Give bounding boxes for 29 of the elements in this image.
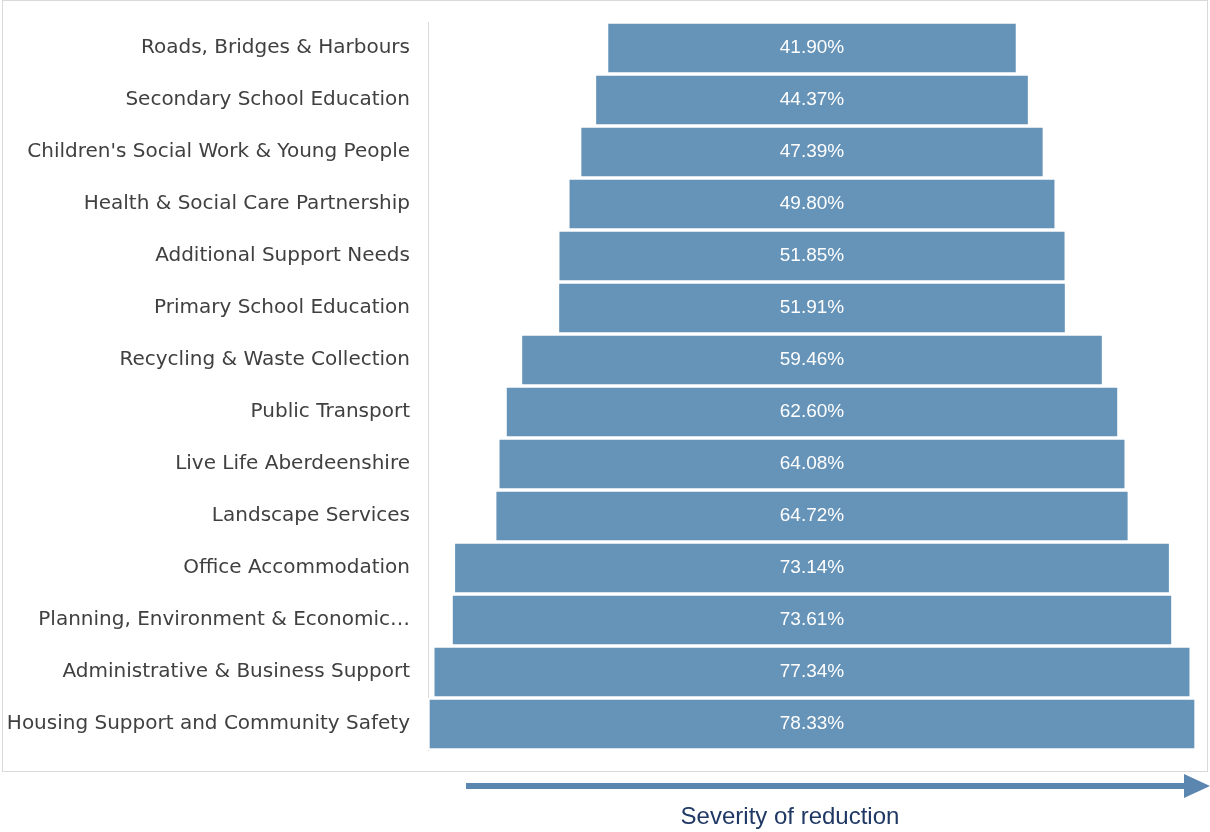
- data-label: 62.60%: [779, 400, 845, 422]
- category-label: Children's Social Work & Young People: [27, 138, 410, 163]
- data-label: 49.80%: [779, 192, 845, 214]
- data-label: 51.91%: [779, 296, 845, 318]
- data-label: 73.14%: [779, 556, 845, 578]
- data-label: 64.72%: [779, 504, 845, 526]
- data-label: 73.61%: [779, 608, 845, 630]
- category-label: Primary School Education: [154, 294, 410, 319]
- data-label: 47.39%: [779, 140, 845, 162]
- category-label: Recycling & Waste Collection: [119, 346, 410, 371]
- category-label: Planning, Environment & Economic…: [38, 606, 410, 631]
- category-label: Live Life Aberdeenshire: [175, 450, 410, 475]
- text: Severity of reduction: [679, 802, 901, 830]
- data-label: 44.37%: [779, 88, 845, 110]
- category-label: Landscape Services: [211, 502, 410, 527]
- category-label: Additional Support Needs: [155, 242, 410, 267]
- data-label: 51.85%: [779, 244, 845, 266]
- data-label: 78.33%: [779, 712, 845, 734]
- category-label: Secondary School Education: [125, 86, 410, 111]
- data-label: 41.90%: [779, 36, 845, 58]
- category-label: Office Accommodation: [183, 554, 410, 579]
- category-label: Housing Support and Community Safety: [6, 710, 411, 735]
- data-label: 64.08%: [779, 452, 845, 474]
- category-label: Administrative & Business Support: [62, 658, 411, 683]
- category-label: Health & Social Care Partnership: [83, 190, 410, 215]
- data-label: 77.34%: [779, 660, 845, 682]
- data-label: 59.46%: [779, 348, 845, 370]
- category-label: Roads, Bridges & Harbours: [140, 34, 410, 59]
- category-label: Public Transport: [250, 398, 411, 423]
